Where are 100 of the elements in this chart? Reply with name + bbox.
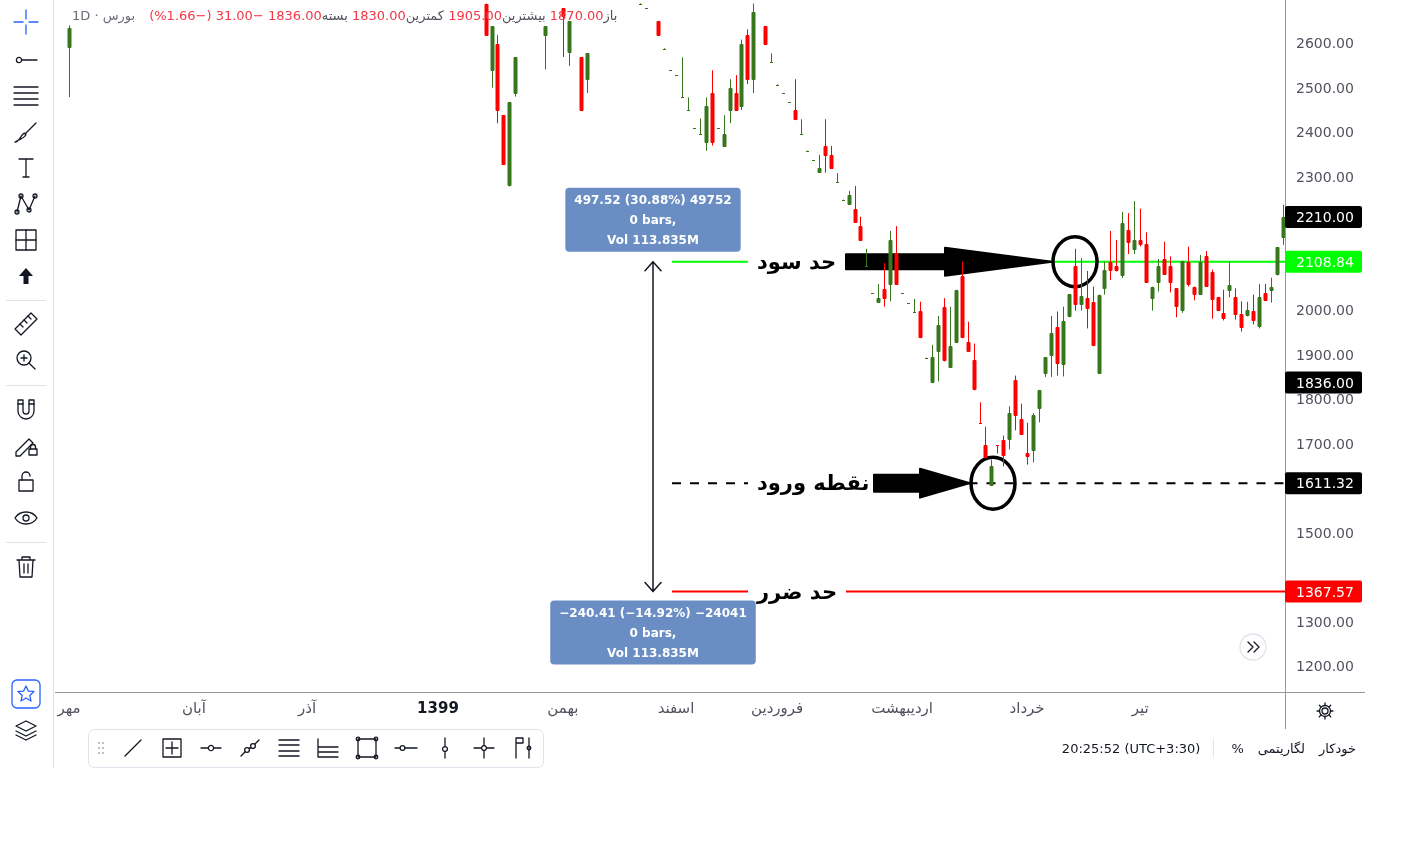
text: 2210.00 [1296,209,1354,225]
candlestick [793,78,798,121]
candlestick [513,56,518,98]
x-tick-label: آبان [182,699,207,717]
text: 20:25:52 (UTC+3:30) [1061,740,1201,756]
x-tick-label: مهر [56,699,81,717]
candlestick [858,216,863,242]
text: 1611.32 [1296,475,1354,492]
candlestick [1073,248,1078,312]
x-tick-label: فروردین [751,699,804,717]
candlestick [734,74,739,112]
annotation: −240.41 (−14.92%) −24041 0 bars, Vol 113.835M [559,605,747,660]
x-tick-label: اسفند [657,699,695,717]
candlestick [989,459,994,487]
candlestick [1198,254,1203,296]
candlestick [722,114,727,148]
candlestick [507,101,512,187]
y-tick-label: 1700.00 [1296,435,1354,452]
candlestick [1120,211,1125,279]
candlestick [1067,293,1072,318]
y-tick-label: 1500.00 [1296,524,1354,541]
candlestick [853,185,858,224]
candlestick [1079,257,1084,312]
text: 1836.00 [1296,374,1354,391]
candlestick [966,321,971,353]
candlestick [864,248,869,267]
candlestick [728,78,733,124]
candlestick [1227,261,1232,298]
candlestick [751,3,756,94]
candlestick [1257,283,1262,329]
candlestick [1055,311,1060,377]
candlestick [1031,412,1036,463]
candlestick [876,283,881,304]
x-tick-label: آذر [296,699,317,717]
candlestick [1150,286,1155,312]
candlestick [656,20,661,37]
text: 1D · بورس [72,8,136,24]
ref-line-label: حد ضرر [756,579,838,604]
candlestick [960,261,965,339]
y-tick-label: 1900.00 [1296,346,1354,363]
candlestick [942,297,947,362]
y-tick-label: 2400.00 [1296,124,1354,141]
x-tick-label: اردیبهشت [871,699,934,717]
candlestick [1180,260,1185,314]
candlestick [983,426,988,459]
candlestick [1156,258,1161,292]
text: 2108.84 [1296,253,1354,270]
candlestick [698,117,703,135]
x-tick-label: 1399 [417,699,459,717]
candlestick [882,262,887,308]
candlestick [680,56,685,98]
candlestick [1186,246,1191,288]
text: 1367.57 [1296,583,1354,600]
candlestick [799,118,804,135]
y-tick-label: 1800.00 [1296,391,1354,408]
candlestick [1097,294,1102,375]
candlestick [1043,356,1048,378]
candlestick [67,24,72,98]
y-tick-label: 2300.00 [1296,168,1354,185]
candlestick [710,69,715,147]
candlestick [543,25,548,70]
y-tick-label: 2600.00 [1296,35,1354,52]
candlestick [745,28,750,85]
candlestick [1126,212,1131,255]
candlestick [948,306,953,369]
candlestick [978,401,983,424]
candlestick [1037,389,1042,423]
candlestick [936,315,941,382]
candlestick [739,39,744,111]
candlestick [1275,246,1280,276]
candlestick [763,25,768,46]
candlestick [567,20,572,67]
ref-line-label: نقطه ورود [757,471,870,496]
candlestick [495,34,500,124]
candlestick [1192,286,1197,301]
candlestick [1221,289,1226,321]
x-tick-label: بهمن [547,699,579,717]
ref-line-label: حد سود [757,249,837,274]
text: خودکار [1318,740,1356,757]
x-tick-label: خرداد [1009,699,1045,717]
text: لگاریتمی [1257,740,1306,757]
candlestick [585,52,590,94]
y-tick-label: 1200.00 [1296,658,1354,675]
candlestick [1251,294,1256,325]
y-tick-label: 1300.00 [1296,613,1354,630]
candlestick [1019,403,1024,436]
candlestick [1061,306,1066,377]
candlestick [1245,301,1250,317]
candlestick [912,298,917,313]
candlestick [1025,422,1030,466]
candlestick [1269,277,1274,304]
candlestick [894,225,899,286]
y-tick-label: 2500.00 [1296,79,1354,96]
candlestick [847,190,852,206]
candlestick [954,289,959,344]
candlestick [490,25,495,89]
candlestick [918,301,923,339]
candlestick [1049,315,1054,378]
candlestick [1102,261,1107,296]
candlestick [579,56,584,112]
